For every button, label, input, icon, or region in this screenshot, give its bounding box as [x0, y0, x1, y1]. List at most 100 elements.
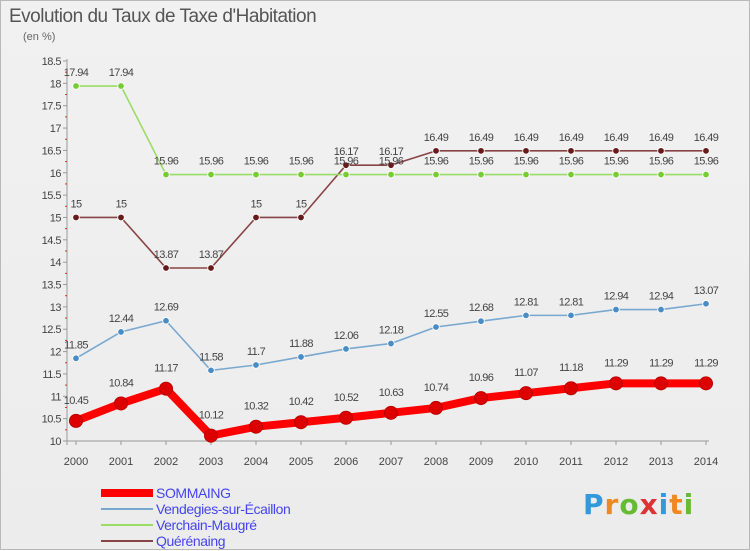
- chart-legend: SOMMAING Vendegies-sur-Écaillon Verchain-M…: [101, 485, 291, 549]
- y-minor-tick: [65, 250, 67, 252]
- data-label: 13.07: [694, 285, 719, 297]
- data-point: [162, 317, 170, 325]
- data-point: [297, 353, 305, 361]
- data-label: 17.94: [109, 67, 134, 79]
- data-label: 15: [295, 198, 307, 210]
- data-point: [429, 400, 443, 415]
- data-label: 12.69: [154, 302, 179, 314]
- data-point: [657, 305, 665, 314]
- data-point: [207, 264, 215, 272]
- data-point: [387, 170, 395, 179]
- x-tick-label: 2009: [469, 456, 493, 468]
- data-label: 10.84: [109, 377, 134, 389]
- data-label: 15.96: [289, 156, 314, 168]
- y-tick-label: 14: [50, 257, 62, 269]
- data-point: [387, 339, 395, 348]
- brand-letter: t: [669, 488, 684, 521]
- x-tick-label: 2011: [559, 456, 583, 468]
- data-point: [72, 213, 80, 222]
- y-tick-label: 11: [51, 391, 62, 403]
- data-label: 11.29: [694, 357, 718, 369]
- data-label: 15.96: [694, 156, 719, 168]
- data-label: 13.87: [154, 249, 179, 261]
- data-point: [342, 170, 350, 179]
- data-label: 16.49: [604, 132, 629, 144]
- x-tick-label: 2012: [604, 456, 628, 468]
- y-minor-tick: [65, 317, 67, 319]
- y-tick-label: 14.5: [42, 235, 62, 247]
- y-tick-label: 18.5: [42, 56, 62, 68]
- y-minor-tick: [65, 71, 67, 73]
- data-point: [612, 305, 620, 314]
- data-point: [117, 328, 125, 336]
- data-point: [522, 311, 530, 320]
- y-tick-label: 11.5: [42, 369, 61, 381]
- y-minor-tick: [65, 295, 67, 297]
- data-point: [72, 354, 80, 362]
- data-point: [252, 361, 260, 369]
- data-point: [252, 170, 260, 179]
- legend-label: Vendegies-sur-Écaillon: [156, 501, 291, 517]
- data-point: [567, 147, 575, 155]
- y-minor-tick: [65, 161, 67, 163]
- y-tick-label: 18: [50, 78, 62, 90]
- data-point: [477, 147, 485, 155]
- data-point: [339, 410, 353, 425]
- data-label: 10.74: [424, 382, 449, 394]
- legend-label: SOMMAING: [156, 485, 231, 501]
- chart-title: Evolution du Taux de Taxe d'Habitation: [9, 6, 317, 27]
- data-point: [252, 213, 260, 222]
- data-label: 12.18: [379, 325, 404, 337]
- data-label: 15.96: [199, 156, 224, 168]
- data-label: 16.49: [559, 132, 584, 144]
- data-point: [342, 345, 350, 353]
- y-tick-label: 15.5: [42, 190, 62, 202]
- y-tick-label: 16: [50, 168, 62, 180]
- legend-item: Quérénaing: [101, 533, 290, 549]
- data-label: 11.29: [604, 357, 628, 369]
- data-point: [519, 386, 533, 401]
- data-point: [432, 170, 440, 179]
- data-label: 16.49: [424, 132, 449, 144]
- data-label: 12.94: [604, 291, 629, 303]
- brand-letter: o: [619, 488, 640, 521]
- data-label: 16.49: [649, 132, 674, 144]
- data-label: 10.12: [199, 410, 224, 422]
- y-tick-label: 16.5: [42, 145, 62, 157]
- data-label: 11.18: [559, 362, 583, 374]
- data-label: 11.07: [514, 367, 538, 379]
- data-label: 16.17: [334, 146, 359, 158]
- data-point: [564, 381, 578, 396]
- y-tick-label: 17: [50, 123, 62, 135]
- data-label: 12.55: [424, 308, 449, 320]
- brand-letter: i: [658, 488, 670, 521]
- y-minor-tick: [65, 362, 67, 364]
- brand-letter: x: [639, 488, 659, 521]
- data-point: [567, 311, 575, 320]
- data-label: 12.81: [559, 296, 584, 308]
- chart-unit-label: (en %): [23, 31, 56, 43]
- data-label: 15: [115, 198, 127, 210]
- legend-label: Quérénaing: [156, 533, 226, 549]
- x-tick-label: 2002: [154, 456, 178, 468]
- data-point: [474, 391, 488, 406]
- x-tick-label: 2000: [64, 456, 88, 468]
- data-point: [567, 170, 575, 179]
- legend-swatch: [101, 540, 153, 542]
- data-label: 11.85: [64, 339, 88, 351]
- y-minor-tick: [65, 339, 67, 341]
- data-label: 15.96: [469, 156, 494, 168]
- data-point: [432, 323, 440, 331]
- data-point: [387, 161, 395, 169]
- data-point: [657, 147, 665, 155]
- y-minor-tick: [65, 272, 67, 274]
- y-minor-tick: [65, 429, 67, 431]
- data-label: 12.68: [469, 302, 494, 314]
- y-minor-tick: [65, 384, 67, 386]
- data-label: 16.49: [514, 132, 539, 144]
- data-point: [522, 170, 530, 179]
- data-label: 15.96: [649, 156, 674, 168]
- y-tick-label: 13.5: [42, 280, 62, 292]
- data-label: 15.96: [514, 156, 539, 168]
